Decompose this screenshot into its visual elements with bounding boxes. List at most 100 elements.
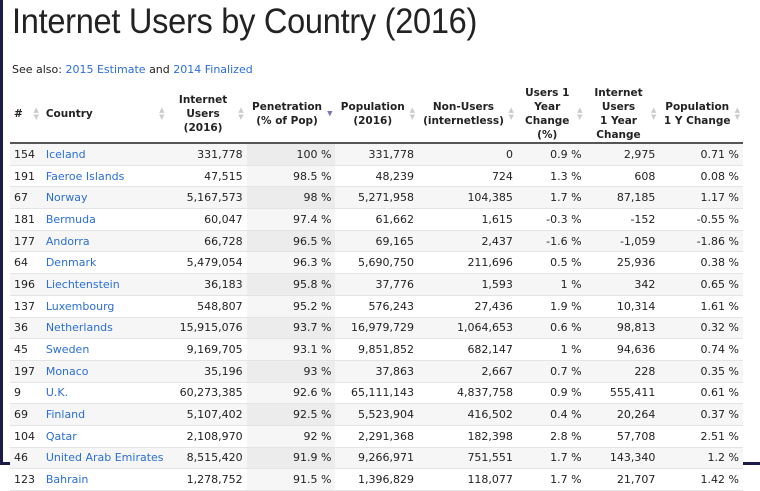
cell-0: 196	[10, 273, 42, 296]
column-header-2[interactable]: Internet Users (2016) ▲ ▼	[167, 86, 247, 144]
cell-0: 137	[10, 295, 42, 318]
table-row: 191 Faeroe Islands 47,515 98.5 % 48,239 724 1.…	[10, 165, 743, 188]
cell-4: 331,778	[335, 143, 419, 166]
cell-8: 1.61 %	[659, 295, 743, 318]
cell-5: 1,615	[418, 208, 517, 231]
cell-8: -0.55 %	[659, 208, 743, 231]
cell-5: 104,385	[418, 186, 517, 210]
cell-7: 94,636	[585, 338, 660, 361]
cell-1: Faeroe Islands	[41, 165, 168, 188]
table-row: 46 United Arab Emirates 8,515,420 91.9 % 9,2…	[10, 447, 743, 470]
country-link[interactable]: Denmark	[45, 256, 97, 270]
sort-icon[interactable]: ▲ ▼	[577, 106, 583, 121]
link-2014-finalized[interactable]: 2014 Finalized	[173, 63, 253, 76]
country-link[interactable]: Netherlands	[45, 321, 113, 335]
sort-icon[interactable]: ▲ ▼	[238, 106, 244, 121]
column-header-7[interactable]: Internet Users 1 Year Change ▲ ▼	[585, 86, 660, 144]
cell-2: 35,196	[167, 360, 247, 383]
cell-0: 154	[10, 143, 42, 166]
country-link[interactable]: Norway	[45, 191, 88, 205]
cell-5: 416,502	[418, 403, 517, 426]
cell-8: 0.37 %	[659, 403, 743, 426]
sort-descending-icon[interactable]: ▼	[327, 109, 333, 118]
cell-4: 576,243	[335, 295, 419, 318]
column-header-label: Internet Users (2016)	[178, 94, 228, 134]
column-header-3[interactable]: Penetration (% of Pop) ▼	[246, 86, 336, 144]
cell-4: 69,165	[335, 230, 419, 253]
country-link[interactable]: Andorra	[45, 234, 90, 248]
cell-8: 1.2 %	[659, 447, 743, 470]
cell-5: 724	[418, 165, 517, 188]
table-row: 154 Iceland 331,778 100 % 331,778 0 0.9 % 2,975…	[10, 143, 743, 166]
country-link[interactable]: Liechtenstein	[45, 277, 120, 291]
column-header-4[interactable]: Population (2016) ▲ ▼	[335, 86, 419, 144]
country-link[interactable]: Luxembourg	[45, 299, 115, 313]
link-2015-estimate[interactable]: 2015 Estimate	[65, 63, 146, 76]
country-link[interactable]: Bahrain	[45, 473, 89, 487]
cell-8: 0.32 %	[659, 317, 743, 340]
country-link[interactable]: Faeroe Islands	[45, 169, 125, 183]
cell-0: 181	[10, 208, 42, 231]
country-link[interactable]: Monaco	[45, 364, 89, 378]
sort-icon[interactable]: ▲ ▼	[159, 106, 165, 121]
column-header-8[interactable]: Population 1 Y Change ▲ ▼	[659, 86, 743, 144]
cell-1: Monaco	[41, 360, 168, 383]
column-header-0[interactable]: # ▲ ▼	[10, 86, 42, 144]
column-header-5[interactable]: Non-Users (internetless) ▲ ▼	[418, 86, 517, 144]
country-link[interactable]: Sweden	[45, 343, 90, 357]
see-also-and: and	[149, 63, 170, 76]
cell-7: 10,314	[585, 295, 660, 318]
sort-icon[interactable]: ▲ ▼	[508, 106, 514, 121]
cell-7: -152	[585, 208, 660, 231]
column-header-label: Non-Users (internetless)	[423, 101, 504, 127]
cell-5: 27,436	[418, 295, 517, 318]
cell-6: 1.7 %	[516, 468, 586, 491]
country-link[interactable]: Finland	[45, 408, 86, 422]
cell-1: Netherlands	[41, 317, 168, 340]
table-row: 9 U.K. 60,273,385 92.6 % 65,111,143 4,837,758…	[10, 382, 743, 405]
cell-3: 92.5 %	[246, 403, 336, 426]
cell-1: Iceland	[41, 143, 168, 166]
cell-3: 92 %	[246, 425, 336, 448]
cell-4: 5,690,750	[335, 251, 419, 275]
cell-3: 100 %	[246, 143, 336, 166]
cell-7: 228	[585, 360, 660, 383]
cell-7: -1,059	[585, 230, 660, 253]
cell-7: 555,411	[585, 382, 660, 405]
country-link[interactable]: United Arab Emirates	[45, 451, 164, 465]
cell-2: 47,515	[167, 165, 247, 188]
table-row: 181 Bermuda 60,047 97.4 % 61,662 1,615 -0.3 % -…	[10, 208, 743, 231]
cell-0: 45	[10, 338, 42, 361]
cell-5: 1,593	[418, 273, 517, 296]
cell-2: 8,515,420	[167, 447, 247, 470]
cell-4: 61,662	[335, 208, 419, 231]
country-link[interactable]: U.K.	[45, 386, 69, 400]
cell-3: 92.6 %	[246, 382, 336, 405]
sort-icon[interactable]: ▲ ▼	[33, 106, 39, 121]
column-header-6[interactable]: Users 1 Year Change (%) ▲ ▼	[516, 86, 586, 144]
table-row: 36 Netherlands 15,915,076 93.7 % 16,979,729 1…	[10, 317, 743, 340]
see-also-label: See also:	[12, 63, 62, 76]
sort-icon[interactable]: ▲ ▼	[409, 106, 416, 121]
country-link[interactable]: Iceland	[45, 147, 86, 161]
column-header-label: Population (2016)	[340, 101, 405, 127]
cell-4: 65,111,143	[335, 382, 419, 405]
cell-8: -1.86 %	[659, 230, 743, 253]
cell-3: 96.3 %	[246, 251, 336, 275]
cell-5: 751,551	[418, 447, 517, 470]
cell-4: 1,396,829	[335, 468, 419, 491]
cell-6: 0.6 %	[516, 317, 586, 340]
sort-icon[interactable]: ▲ ▼	[734, 106, 740, 121]
country-link[interactable]: Bermuda	[45, 212, 96, 226]
country-link[interactable]: Qatar	[45, 429, 77, 443]
column-header-1[interactable]: Country ▲ ▼	[41, 86, 168, 144]
column-header-label: Internet Users 1 Year Change	[594, 87, 643, 141]
cell-4: 37,776	[335, 273, 419, 296]
cell-5: 211,696	[418, 251, 517, 275]
cell-8: 0.74 %	[659, 338, 743, 361]
cell-4: 5,523,904	[335, 403, 419, 426]
cell-7: 98,813	[585, 317, 660, 340]
cell-6: -1.6 %	[516, 230, 586, 253]
table-row: 123 Bahrain 1,278,752 91.5 % 1,396,829 118,07…	[10, 468, 743, 491]
sort-icon[interactable]: ▲ ▼	[651, 106, 657, 121]
